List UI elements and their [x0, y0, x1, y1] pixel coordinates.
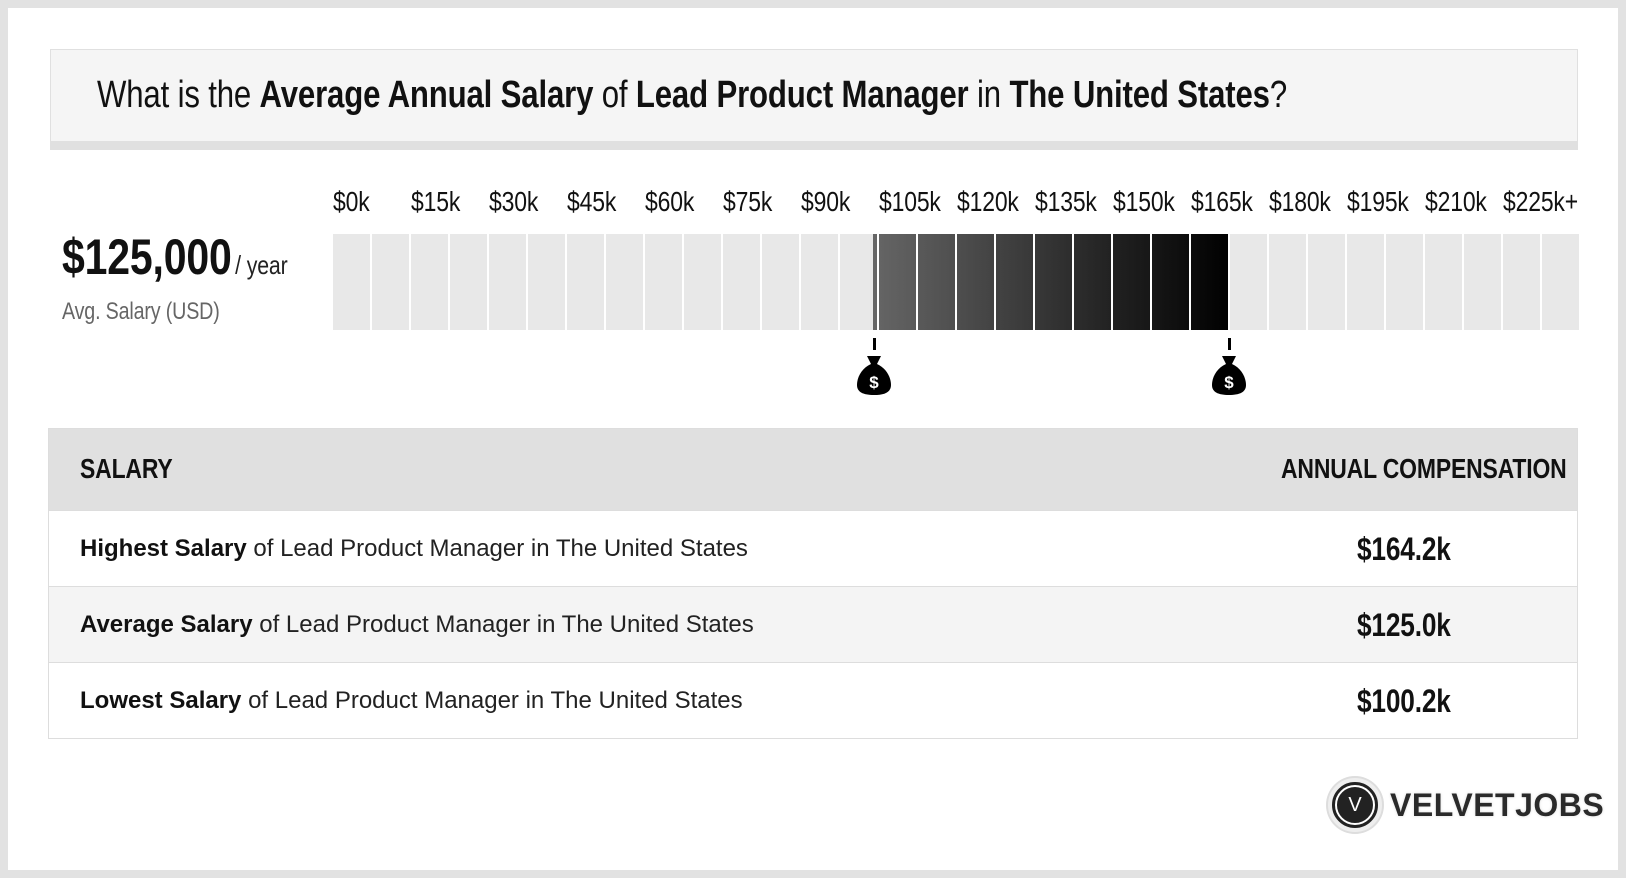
- bar-segment: [684, 234, 721, 330]
- tick-label: $165k: [1191, 186, 1253, 217]
- money-bag-icon: $: [1210, 354, 1248, 396]
- average-salary-label: Avg. Salary (USD): [62, 298, 220, 325]
- bar-fill-segment: [957, 234, 994, 330]
- tick-label: $30k: [489, 186, 539, 217]
- salary-range-bar: [333, 234, 1588, 330]
- tick-label: $120k: [957, 186, 1019, 217]
- table-header: SALARY ANNUAL COMPENSATION: [49, 429, 1577, 510]
- tick-label: $75k: [723, 186, 773, 217]
- logo-icon: V: [1328, 778, 1382, 832]
- salary-scale-ticks: $0k $15k $30k $45k $60k $75k $90k $105k $120k $13…: [333, 186, 1593, 226]
- tick-label: $90k: [801, 186, 851, 217]
- bar-segment: [333, 234, 370, 330]
- bar-segment: [606, 234, 643, 330]
- bar-fill-segment: [1152, 234, 1189, 330]
- column-header-compensation: ANNUAL COMPENSATION: [1281, 453, 1567, 484]
- svg-text:$: $: [1224, 373, 1234, 392]
- tick-label: $0k: [333, 186, 370, 217]
- bar-fill-segment: [1035, 234, 1072, 330]
- bar-segment: [1464, 234, 1501, 330]
- table-row: Highest Salary of Lead Product Manager i…: [49, 510, 1577, 586]
- tick-label: $180k: [1269, 186, 1331, 217]
- page-title: What is the Average Annual Salary of Lea…: [97, 74, 1287, 116]
- column-header-salary: SALARY: [80, 453, 173, 484]
- bar-segment: [1269, 234, 1306, 330]
- bar-segment: [840, 234, 877, 330]
- bar-segment: [723, 234, 760, 330]
- velvetjobs-logo: V VELVETJOBS: [1328, 778, 1604, 832]
- bar-segment: [528, 234, 565, 330]
- bar-fill-segment: [879, 234, 916, 330]
- bar-segment: [567, 234, 604, 330]
- bar-segment: [489, 234, 526, 330]
- tick-label: $225k+: [1503, 186, 1578, 217]
- tick-label: $195k: [1347, 186, 1409, 217]
- bar-segment: [1425, 234, 1462, 330]
- tick-label: $45k: [567, 186, 617, 217]
- bar-fill-segment: [1074, 234, 1111, 330]
- low-marker: $: [854, 338, 894, 396]
- bar-segment: [1542, 234, 1579, 330]
- bar-segment: [762, 234, 799, 330]
- bar-segment: [1308, 234, 1345, 330]
- bar-segment: [1230, 234, 1267, 330]
- average-salary: $125,000 / year: [62, 228, 337, 286]
- tick-label: $60k: [645, 186, 695, 217]
- table-row: Lowest Salary of Lead Product Manager in…: [49, 662, 1577, 738]
- money-bag-icon: $: [855, 354, 893, 396]
- svg-text:$: $: [869, 373, 879, 392]
- bar-segment: [801, 234, 838, 330]
- bar-fill-segment: [1191, 234, 1228, 330]
- tick-label: $135k: [1035, 186, 1097, 217]
- bar-fill-segment: [873, 234, 877, 330]
- bar-segment: [372, 234, 409, 330]
- bar-segment: [645, 234, 682, 330]
- bar-segment: [450, 234, 487, 330]
- bar-segment: [1503, 234, 1540, 330]
- question-header: What is the Average Annual Salary of Lea…: [50, 49, 1578, 150]
- tick-label: $105k: [879, 186, 941, 217]
- high-marker: $: [1209, 338, 1249, 396]
- table-row: Average Salary of Lead Product Manager i…: [49, 586, 1577, 662]
- bar-segment: [1347, 234, 1384, 330]
- per-year-label: / year: [235, 250, 288, 280]
- bar-segment: [411, 234, 448, 330]
- bar-fill-segment: [996, 234, 1033, 330]
- bar-segment: [1386, 234, 1423, 330]
- average-salary-value: $125,000: [62, 229, 232, 285]
- bar-fill-segment: [1113, 234, 1150, 330]
- salary-card: What is the Average Annual Salary of Lea…: [8, 8, 1618, 870]
- tick-label: $150k: [1113, 186, 1175, 217]
- salary-table: SALARY ANNUAL COMPENSATION Highest Salar…: [48, 428, 1578, 739]
- bar-fill-segment: [918, 234, 955, 330]
- tick-label: $15k: [411, 186, 461, 217]
- tick-label: $210k: [1425, 186, 1487, 217]
